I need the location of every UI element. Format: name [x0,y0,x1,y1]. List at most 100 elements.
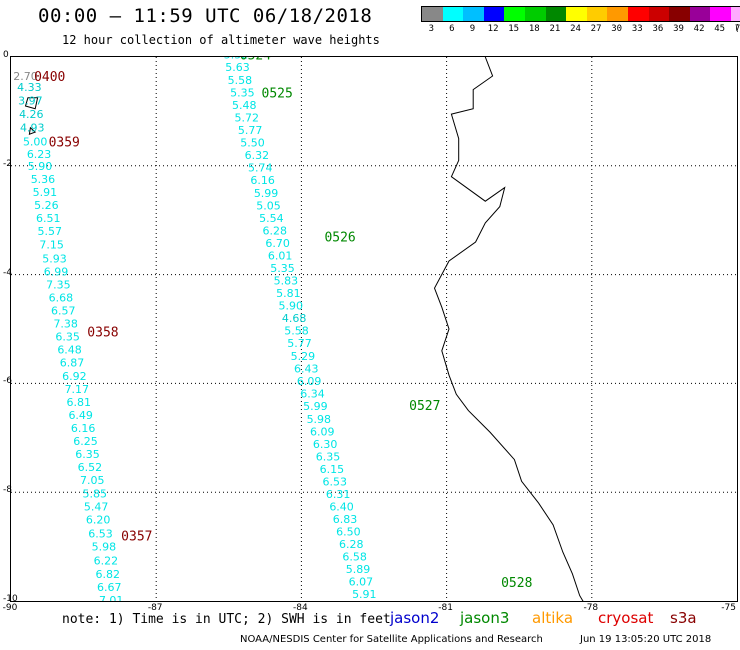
legend-labels: 36912151821242730333639424570(ft) [421,22,740,36]
longitude-tick: -81 [438,603,453,613]
page-title: 00:00 – 11:59 UTC 06/18/2018 [38,5,373,27]
swh-value: 5.35 [270,262,295,275]
swh-value: 6.01 [268,250,293,263]
swh-value: 6.40 [329,500,354,513]
swh-value: 6.43 [294,363,319,376]
swh-value: 4.93 [20,122,45,135]
swh-value: 6.53 [323,475,348,488]
latitude-tick: -8 [3,485,12,496]
legend-swatch [607,7,628,21]
legend-label: 3 [428,24,435,34]
satellite-label: s3a [670,609,697,627]
swh-value: 6.53 [88,528,113,541]
time-label: 0400 [34,70,65,85]
swh-value: 5.99 [303,400,328,413]
swh-value: 6.49 [68,409,93,422]
swh-value: 6.57 [51,305,76,318]
coastline [433,57,584,601]
swh-value: 5.74 [248,161,273,174]
map-panel[interactable]: 2.70 4.33 3.97 4.26 4.93 5.00 6.23 5.90 5.36 5.91… [10,56,738,602]
swh-value: 6.52 [78,461,103,474]
legend-label: 21 [549,24,561,34]
swh-value: 6.51 [36,212,61,225]
swh-value: 6.99 [44,265,69,278]
satellite-label: jason3 [460,609,510,627]
swh-value: 6.82 [96,568,121,581]
swh-value: 5.91 [352,588,377,601]
swh-value: 6.68 [49,291,74,304]
swh-value: 7.05 [80,474,105,487]
swh-value: 5.26 [34,199,59,212]
map-canvas[interactable]: 2.704.333.974.264.935.006.235.905.365.91… [11,57,737,601]
legend-label: 18 [528,24,540,34]
swh-value: 6.20 [86,513,111,526]
swh-value: 6.81 [67,396,92,409]
legend-label: 12 [487,24,499,34]
legend-label: 39 [673,24,684,34]
legend-swatch [648,7,670,21]
swh-value: 6.83 [333,513,358,526]
swh-value: 5.36 [31,173,56,186]
swh-value: 6.30 [313,438,338,451]
swh-value: 5.98 [307,413,332,426]
time-label: 0527 [409,399,440,414]
swh-value: 7.15 [39,239,64,252]
swh-value: 6.07 [355,600,380,601]
legend-swatch [689,7,711,21]
swh-value: 6.35 [55,331,80,344]
legend-swatch [586,7,608,21]
swh-value: 6.16 [71,422,96,435]
swh-value: 4.68 [282,312,307,325]
swh-value: 5.90 [28,160,53,173]
color-legend: 36912151821242730333639424570(ft) [421,6,740,36]
latitude-tick: -2 [3,158,12,169]
swh-value: 6.09 [310,425,335,438]
legend-label: 9 [469,24,476,34]
footer-credit: NOAA/NESDIS Center for Satellite Applica… [240,634,543,645]
swh-value: 5.72 [234,111,259,124]
swh-value: 6.34 [300,388,325,401]
legend-swatch [524,7,546,21]
legend-swatches [421,6,740,22]
swh-value: 5.89 [346,563,371,576]
legend-label: 42 [693,24,705,34]
swh-value: 6.87 [60,357,85,370]
swh-value: 5.77 [287,337,312,350]
swh-value: 5.98 [92,541,117,554]
swh-value: 5.83 [274,275,299,288]
longitude-tick: -90 [2,603,18,613]
swh-value: 6.28 [263,225,288,238]
swh-value: 6.48 [57,344,82,357]
swh-value: 5.90 [279,300,304,313]
time-label: 0357 [121,530,152,545]
swh-value: 6.58 [342,550,367,563]
swh-value: 6.67 [97,581,122,594]
legend-swatch [483,7,505,21]
swh-value: 4.26 [19,108,44,121]
legend-label: 30 [611,24,623,34]
satellite-label: jason2 [390,609,440,627]
swh-value: 6.25 [73,435,98,448]
legend-label: 45 [714,24,726,34]
swh-value: 5.54 [259,212,284,225]
legend-label: 27 [590,24,602,34]
swh-value: 5.47 [84,500,109,513]
swh-value: 5.63 [225,61,250,74]
swh-value: 6.23 [27,148,52,161]
legend-swatch [730,7,740,21]
swh-value: 6.31 [326,488,351,501]
swh-value: 5.29 [291,350,316,363]
swh-value: 7.01 [99,594,124,601]
satellite-label: cryosat [598,609,654,627]
legend-label: 33 [631,24,643,34]
swh-value: 6.35 [316,450,341,463]
swh-value: 6.70 [265,237,290,250]
legend-swatch [669,7,690,21]
time-label: 0359 [49,135,80,150]
swh-value: 5.00 [23,135,48,148]
time-label: 0358 [87,326,118,341]
swh-value: 6.28 [339,538,364,551]
swh-value: 3.97 [18,95,43,108]
swh-value: 5.52 [224,57,249,61]
swh-value: 4.33 [17,81,42,94]
